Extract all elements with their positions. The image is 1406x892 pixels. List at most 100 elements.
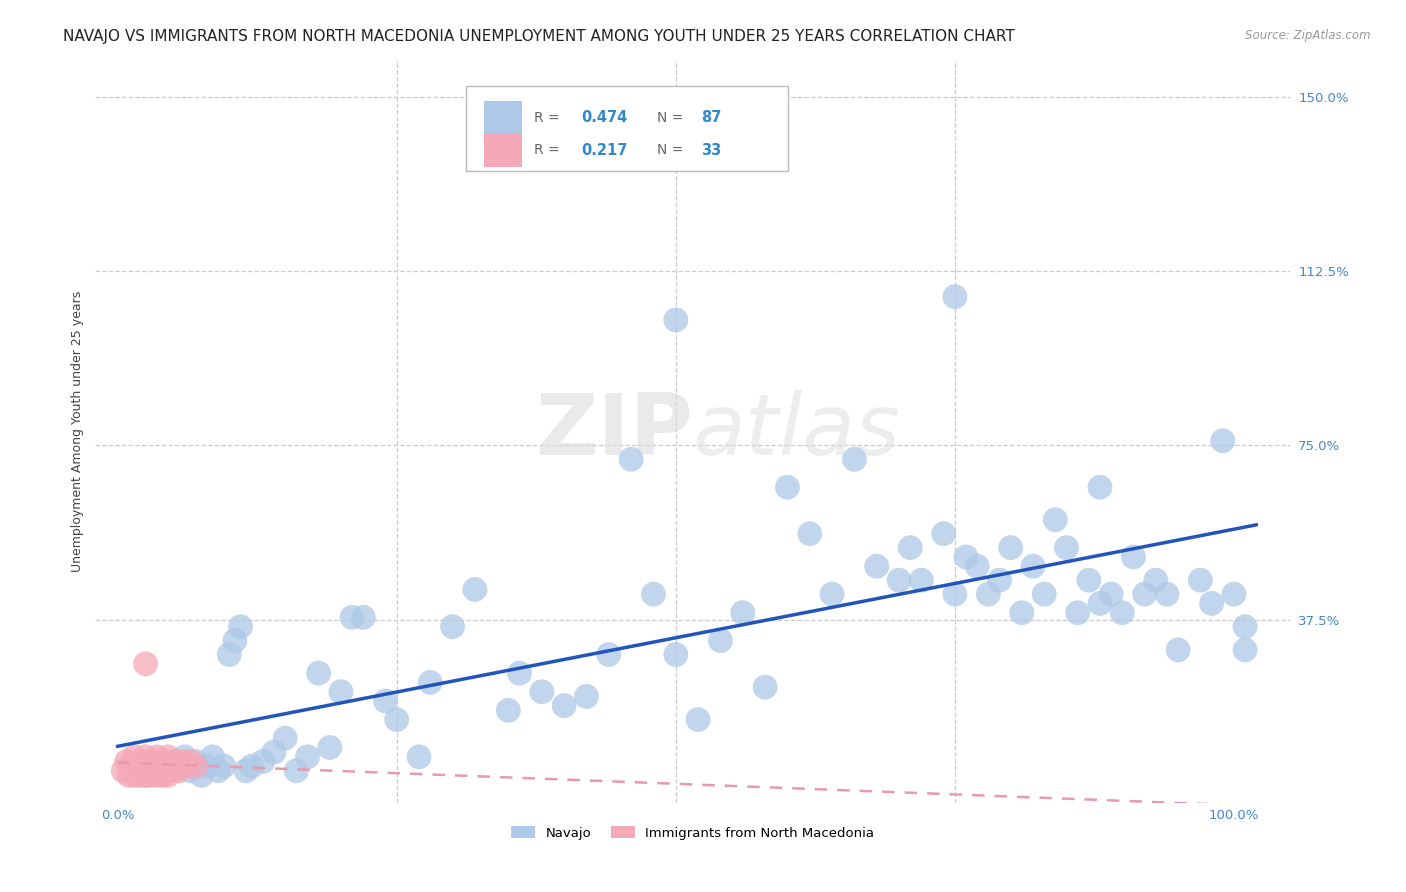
Point — [263, 745, 285, 759]
Point — [319, 740, 342, 755]
Point — [408, 749, 430, 764]
Point — [1033, 587, 1056, 601]
Point — [1234, 620, 1257, 634]
Point — [1223, 587, 1246, 601]
Point — [240, 759, 263, 773]
Point — [709, 633, 731, 648]
Point — [150, 768, 173, 782]
Text: 33: 33 — [702, 143, 721, 158]
Point — [1144, 573, 1167, 587]
Point — [1077, 573, 1099, 587]
Point — [118, 768, 141, 782]
Point — [665, 648, 688, 662]
Point — [441, 620, 464, 634]
Point — [1088, 480, 1111, 494]
Point — [115, 755, 138, 769]
Point — [129, 768, 152, 782]
Point — [162, 764, 184, 778]
Point — [124, 764, 146, 778]
Text: 87: 87 — [702, 110, 721, 125]
Text: R =: R = — [534, 144, 560, 157]
Point — [665, 313, 688, 327]
Legend: Navajo, Immigrants from North Macedonia: Navajo, Immigrants from North Macedonia — [506, 821, 879, 845]
Point — [167, 764, 190, 778]
Point — [340, 610, 363, 624]
Text: N =: N = — [657, 111, 683, 125]
Point — [297, 749, 319, 764]
Point — [156, 749, 179, 764]
Point — [643, 587, 665, 601]
Point — [1099, 587, 1122, 601]
Point — [120, 759, 142, 773]
Point — [135, 749, 157, 764]
Point — [575, 690, 598, 704]
Point — [138, 759, 160, 773]
Point — [821, 587, 844, 601]
Point — [910, 573, 932, 587]
Point — [135, 768, 157, 782]
Point — [173, 749, 195, 764]
Point — [887, 573, 910, 587]
Point — [308, 666, 330, 681]
Point — [145, 768, 167, 782]
Point — [374, 694, 396, 708]
Point — [1201, 596, 1223, 610]
Point — [1234, 643, 1257, 657]
Point — [173, 759, 195, 773]
Point — [201, 749, 224, 764]
Point — [135, 657, 157, 671]
Point — [167, 759, 190, 773]
Point — [688, 713, 710, 727]
Point — [218, 648, 240, 662]
Point — [145, 749, 167, 764]
Point — [943, 290, 966, 304]
Point — [1088, 596, 1111, 610]
Point — [212, 759, 235, 773]
Point — [135, 768, 157, 782]
Point — [124, 749, 146, 764]
Text: NAVAJO VS IMMIGRANTS FROM NORTH MACEDONIA UNEMPLOYMENT AMONG YOUTH UNDER 25 YEAR: NAVAJO VS IMMIGRANTS FROM NORTH MACEDONI… — [63, 29, 1015, 44]
Point — [156, 764, 179, 778]
Point — [966, 559, 988, 574]
Point — [1066, 606, 1088, 620]
Point — [776, 480, 799, 494]
Point — [1156, 587, 1178, 601]
Point — [172, 755, 194, 769]
Point — [142, 764, 165, 778]
Point — [141, 755, 163, 769]
Text: 0.474: 0.474 — [582, 110, 627, 125]
Point — [932, 526, 955, 541]
Point — [252, 755, 274, 769]
Point — [131, 759, 153, 773]
Point — [1133, 587, 1156, 601]
Point — [179, 755, 201, 769]
Point — [977, 587, 1000, 601]
Point — [1189, 573, 1212, 587]
Point — [844, 452, 866, 467]
Point — [943, 587, 966, 601]
Point — [731, 606, 754, 620]
Point — [598, 648, 620, 662]
Text: Source: ZipAtlas.com: Source: ZipAtlas.com — [1246, 29, 1371, 42]
Point — [530, 684, 553, 698]
Point — [1056, 541, 1078, 555]
Point — [190, 768, 212, 782]
Point — [153, 764, 176, 778]
Text: N =: N = — [657, 144, 683, 157]
Point — [620, 452, 643, 467]
Point — [385, 713, 408, 727]
Point — [898, 541, 921, 555]
Point — [464, 582, 486, 597]
Y-axis label: Unemployment Among Youth under 25 years: Unemployment Among Youth under 25 years — [72, 291, 84, 572]
Point — [207, 764, 229, 778]
Point — [1111, 606, 1133, 620]
Point — [184, 755, 207, 769]
Point — [1022, 559, 1045, 574]
FancyBboxPatch shape — [465, 86, 789, 171]
Point — [235, 764, 257, 778]
Point — [1011, 606, 1033, 620]
Point — [179, 764, 201, 778]
Point — [988, 573, 1011, 587]
Point — [224, 633, 246, 648]
Point — [127, 764, 149, 778]
